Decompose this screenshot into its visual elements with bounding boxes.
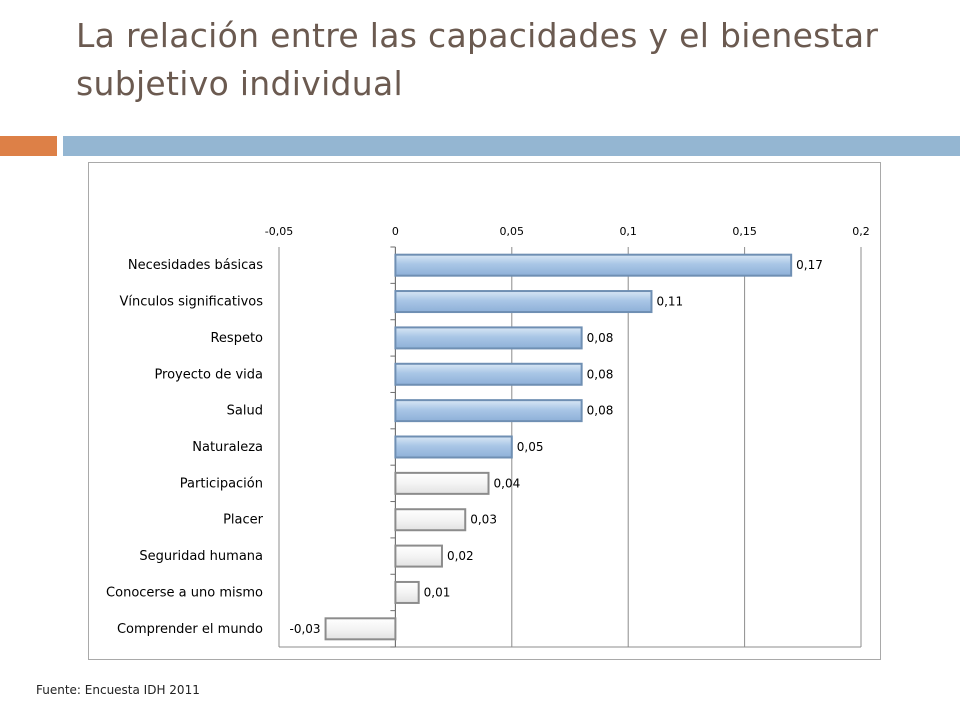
data-label: 0,02 — [447, 549, 474, 563]
data-label: 0,03 — [470, 513, 497, 527]
x-tick-label: 0,05 — [500, 225, 525, 238]
source-note: Fuente: Encuesta IDH 2011 — [36, 683, 200, 697]
category-label: Seguridad humana — [139, 549, 263, 564]
category-label: Comprender el mundo — [117, 622, 263, 637]
data-label: 0,08 — [587, 404, 614, 418]
bar-11 — [324, 617, 397, 641]
chart-frame: -0,05 0 0,05 0,1 0,15 0,2 Necesidades básicas 0… — [88, 162, 881, 660]
data-label: 0,04 — [494, 476, 521, 490]
x-tick-label: 0,1 — [619, 225, 637, 238]
category-label: Participación — [180, 476, 263, 491]
category-label: Conocerse a uno mismo — [106, 585, 263, 600]
x-tick-label: 0,15 — [732, 225, 757, 238]
bar-3 — [394, 326, 583, 350]
category-label: Salud — [227, 404, 263, 419]
category-label: Respeto — [210, 331, 263, 346]
data-label: 0,05 — [517, 440, 544, 454]
accent-bar-orange — [0, 136, 57, 156]
category-label: Necesidades básicas — [128, 258, 263, 273]
bar-7 — [394, 471, 490, 495]
x-tick-label: 0 — [392, 225, 399, 238]
category-label: Proyecto de vida — [154, 367, 263, 382]
x-tick-label: -0,05 — [265, 225, 293, 238]
bar-8 — [394, 508, 467, 532]
bar-2 — [394, 290, 653, 314]
category-label: Naturaleza — [192, 440, 263, 455]
data-label: -0,03 — [289, 622, 320, 636]
data-label: 0,01 — [424, 585, 451, 599]
bar-9 — [394, 544, 443, 568]
category-label: Vínculos significativos — [119, 295, 263, 310]
data-label: 0,08 — [587, 367, 614, 381]
category-label: Placer — [223, 513, 264, 528]
bar-4 — [394, 362, 583, 386]
bar-5 — [394, 399, 583, 423]
slide-title: La relación entre las capacidades y el b… — [76, 16, 879, 103]
data-label: 0,17 — [796, 258, 823, 272]
bar-chart: -0,05 0 0,05 0,1 0,15 0,2 Necesidades básicas 0… — [106, 225, 870, 648]
data-label: 0,08 — [587, 331, 614, 345]
x-tick-label: 0,2 — [852, 225, 870, 238]
bar-10 — [394, 580, 420, 604]
accent-bar-blue — [63, 136, 960, 156]
bar-6 — [394, 435, 513, 459]
bar-1 — [394, 253, 793, 277]
data-label: 0,11 — [656, 295, 683, 309]
